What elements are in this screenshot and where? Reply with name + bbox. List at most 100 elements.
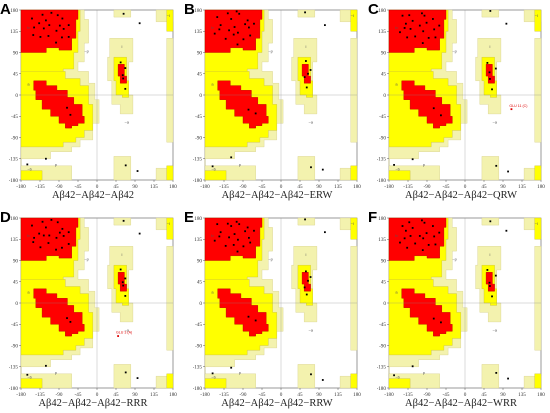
residue-point	[31, 17, 33, 20]
residue-point	[433, 235, 436, 238]
residue-point	[489, 78, 491, 80]
residue-point	[66, 106, 68, 109]
core-region	[33, 288, 85, 337]
ramachandran-plot: b a l p ~b ~a ~l ~p -180 -135 -90 -45 0 45 90 135 180 180…	[9, 8, 177, 190]
allowed-region	[350, 217, 358, 240]
y-tick-label: -45	[195, 322, 202, 328]
panel-caption: Aβ42−Aβ42−Aβ42−RRW	[221, 398, 333, 409]
residue-point	[411, 365, 414, 368]
region-label: ~a	[124, 327, 129, 332]
region-label: a	[211, 290, 214, 295]
x-tick-label: -45	[259, 392, 266, 398]
y-tick-label: -90	[11, 135, 18, 141]
y-tick-label: -180	[193, 386, 202, 392]
residue-point	[408, 14, 411, 17]
residue-point	[69, 113, 72, 116]
region-label: ~a	[308, 119, 313, 124]
residue-point	[211, 165, 214, 168]
residue-point	[61, 246, 63, 249]
y-tick-label: -135	[377, 157, 386, 163]
residue-point	[423, 14, 426, 17]
residue-point	[224, 244, 227, 247]
residue-point	[56, 221, 59, 224]
region-label: ~b	[211, 167, 216, 172]
panel-b: B b a l p ~b ~a ~l ~p -180 -135 -90 -45 0 45 90 135 180 1…	[184, 2, 361, 202]
allowed-region	[204, 378, 227, 389]
residue-point	[55, 236, 58, 239]
generous-region	[113, 156, 132, 181]
residue-point	[124, 295, 127, 297]
region-label: a	[395, 290, 398, 295]
residue-point	[304, 218, 306, 221]
residue-point	[432, 18, 434, 20]
x-tick-label: 45	[481, 392, 487, 398]
residue-point	[495, 164, 498, 167]
outlier-point	[510, 108, 513, 111]
x-tick-label: -135	[403, 392, 413, 398]
residue-point	[324, 231, 326, 234]
residue-point	[414, 242, 417, 245]
residue-point	[62, 235, 65, 237]
region-label: ~p	[268, 257, 273, 262]
residue-point	[124, 164, 127, 167]
panel-d: D b a l p ~b ~a ~l ~p GLU 3 (A) -180 -135 -90 -45 0 45…	[0, 210, 177, 410]
y-tick-label: 0	[15, 93, 18, 99]
ramachandran-plot: b a l p ~b ~a ~l ~p GLU 3 (A) -180 -135 -90 -45 0 45 90…	[9, 216, 177, 398]
generous-region	[166, 246, 174, 351]
region-label: a	[395, 82, 398, 87]
residue-point	[121, 281, 124, 284]
core-region	[217, 288, 269, 337]
residue-point	[404, 229, 407, 232]
y-tick-label: -180	[9, 178, 18, 184]
panel-caption: Aβ42−Aβ42−Aβ42−ERW	[221, 190, 333, 201]
residue-point	[489, 220, 492, 223]
x-tick-label: -180	[384, 392, 394, 398]
residue-point	[31, 224, 33, 227]
residue-point	[247, 108, 250, 111]
residue-point	[45, 364, 47, 367]
panel-caption: Aβ42−Aβ42−Aβ42−RRR	[38, 398, 148, 409]
residue-point	[238, 12, 241, 15]
y-tick-label: 90	[381, 258, 387, 264]
region-label: p	[423, 162, 426, 167]
residue-point	[507, 170, 509, 173]
region-label: l	[305, 44, 306, 49]
x-tick-label: 180	[353, 184, 361, 190]
region-label: ~l	[351, 221, 354, 226]
residue-point	[42, 27, 45, 30]
region-label: ~b	[27, 375, 32, 380]
x-tick-label: -45	[75, 184, 82, 190]
region-label: p	[55, 162, 58, 167]
region-label: ~b	[395, 167, 400, 172]
y-tick-label: 180	[194, 8, 202, 14]
panel-letter: A	[0, 1, 11, 18]
residue-point	[438, 231, 441, 234]
y-tick-label: -90	[195, 343, 202, 349]
residue-point	[254, 112, 257, 115]
residue-point	[50, 218, 53, 221]
residue-point	[122, 219, 125, 222]
residue-point	[230, 225, 233, 227]
x-tick-label: 90	[500, 392, 506, 398]
y-tick-label: -45	[11, 322, 18, 328]
core-region	[401, 80, 453, 129]
y-tick-label: 180	[378, 8, 386, 14]
x-tick-label: 180	[169, 392, 177, 398]
x-tick-label: 180	[353, 392, 361, 398]
residue-point	[432, 317, 435, 320]
x-tick-label: 45	[113, 184, 119, 190]
residue-point	[67, 243, 70, 245]
residue-point	[26, 373, 29, 376]
residue-point	[399, 241, 401, 244]
y-tick-label: -180	[193, 178, 202, 184]
x-tick-label: -135	[35, 392, 45, 398]
x-tick-label: 90	[132, 184, 138, 190]
y-tick-label: 45	[381, 72, 387, 78]
y-tick-label: 90	[381, 50, 387, 56]
generous-region	[113, 364, 132, 389]
residue-point	[411, 227, 414, 229]
residue-point	[226, 12, 229, 15]
x-tick-label: -180	[16, 392, 26, 398]
residue-point	[56, 14, 59, 17]
region-label: a	[27, 82, 30, 87]
